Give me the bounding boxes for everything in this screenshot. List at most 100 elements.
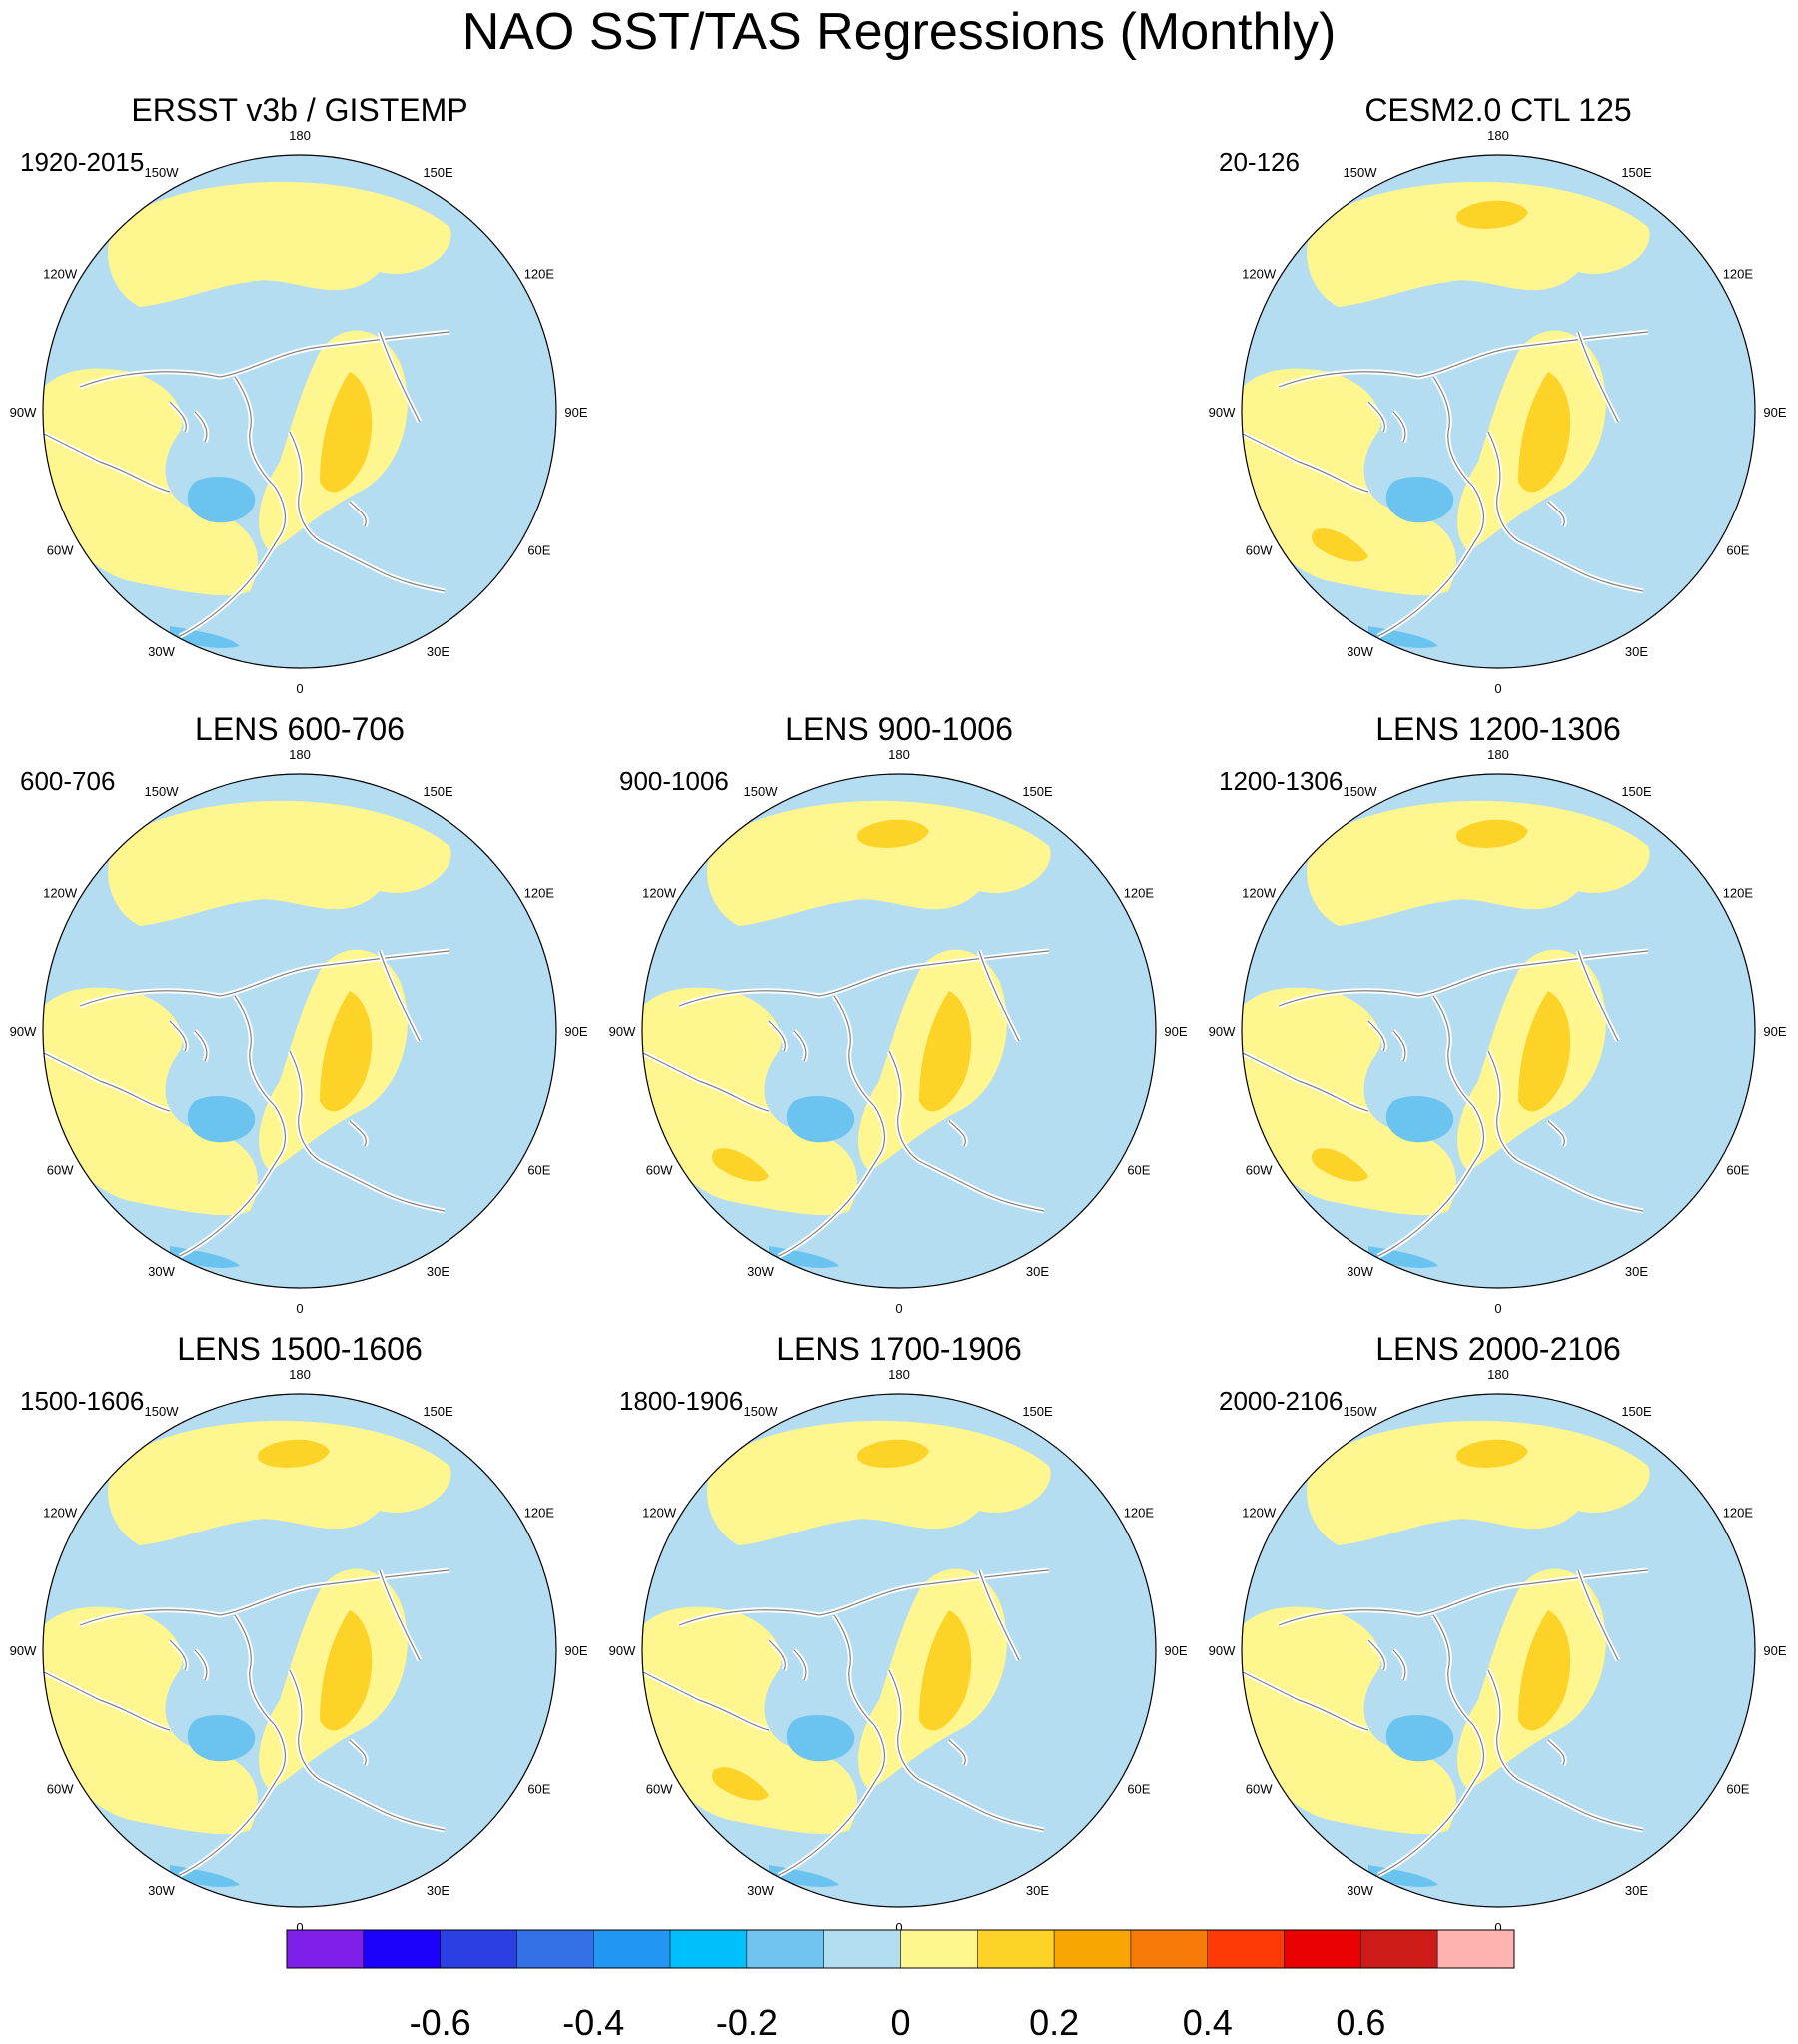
longitude-label: 30W	[1347, 644, 1373, 659]
coastline	[379, 331, 421, 423]
polar-stereographic-map: 180 150E 120E 90E 60E 30E 0 30W 60W 90W 120W 150W	[1209, 128, 1787, 696]
coastline	[1577, 950, 1619, 1042]
positive-anomaly-region	[320, 1610, 373, 1731]
longitude-label: 120W	[1242, 1506, 1277, 1521]
longitude-label: 120W	[642, 886, 677, 901]
coastline	[1517, 1779, 1644, 1831]
coastline	[642, 1050, 770, 1112]
longitude-label: 150W	[145, 1404, 180, 1419]
positive-anomaly-region	[1518, 991, 1571, 1112]
longitude-label: 150W	[145, 165, 180, 180]
positive-anomaly-region	[1312, 528, 1368, 562]
positive-anomaly-region	[258, 1439, 330, 1468]
map-field	[43, 1394, 556, 1907]
longitude-label: 60W	[1246, 1163, 1273, 1178]
longitude-label: 0	[1494, 1301, 1501, 1316]
longitude-label: 90E	[1763, 405, 1786, 420]
polar-stereographic-map: 180 150E 120E 90E 60E 30E 0 30W 60W 90W 120W 150W	[1209, 747, 1787, 1316]
negative-anomaly-region	[1402, 988, 1481, 1081]
positive-anomaly-region	[108, 800, 451, 926]
map-boundary	[641, 1393, 1157, 1908]
colorbar-tick-label: -0.6	[409, 2002, 471, 2043]
positive-anomaly-region	[1456, 819, 1528, 848]
positive-anomaly-region	[1456, 1439, 1528, 1468]
map-boundary	[641, 773, 1157, 1289]
positive-anomaly-region	[857, 1439, 929, 1468]
colorbar-tick-label: -0.2	[715, 2002, 778, 2043]
map-panel-lens-900: LENS 900-1006 900-1006 180 150E 120E 90E 60E…	[609, 711, 1188, 1321]
longitude-label: 30W	[747, 1264, 774, 1279]
longitude-label: 150W	[744, 784, 779, 799]
panel-title: LENS 1200-1306	[1375, 711, 1621, 747]
longitude-label: 180	[1487, 128, 1509, 143]
map-boundary	[42, 773, 557, 1289]
map-field	[1242, 1394, 1755, 1907]
negative-anomaly-region	[1385, 1715, 1454, 1762]
coastline	[234, 376, 276, 488]
longitude-label: 30W	[148, 1264, 175, 1279]
coastline	[1377, 486, 1485, 637]
coastline	[43, 1669, 171, 1731]
longitude-label: 90W	[609, 1024, 636, 1039]
coastline	[1487, 1669, 1519, 1781]
panel-title: LENS 1700-1906	[776, 1331, 1022, 1367]
longitude-label: 180	[289, 747, 311, 762]
panel-period: 1200-1306	[1219, 766, 1344, 796]
longitude-label: 30E	[427, 1883, 450, 1898]
negative-anomaly-region	[786, 1096, 855, 1143]
positive-anomaly-region	[108, 1420, 451, 1545]
positive-anomaly-region	[320, 372, 373, 493]
colorbar-tick-label: 0.4	[1182, 2002, 1233, 2043]
coastline	[179, 486, 287, 637]
colorbar-tick-label: 0	[890, 2002, 911, 2043]
longitude-label: 90E	[564, 405, 587, 420]
coastline	[1377, 1105, 1485, 1257]
longitude-label: 120E	[1723, 1506, 1754, 1521]
longitude-label: 60W	[47, 543, 74, 558]
longitude-label: 30E	[1026, 1883, 1049, 1898]
polar-stereographic-map: 180 150E 120E 90E 60E 30E 0 30W 60W 90W 120W 150W	[10, 128, 588, 696]
longitude-label: 150E	[1621, 165, 1652, 180]
coastline	[349, 1739, 367, 1766]
longitude-label: 30E	[427, 644, 450, 659]
negative-anomaly-region	[803, 988, 882, 1081]
longitude-label: 150E	[423, 1404, 453, 1419]
coastline	[319, 1779, 446, 1831]
longitude-label: 120W	[43, 1506, 78, 1521]
coastline	[1432, 995, 1474, 1107]
positive-anomaly-region	[919, 1610, 972, 1731]
longitude-label: 150W	[1344, 165, 1378, 180]
coastline	[978, 1569, 1020, 1661]
longitude-label: 60E	[527, 1782, 550, 1797]
longitude-label: 60E	[1726, 543, 1749, 558]
coastline	[1432, 1614, 1474, 1726]
coastline	[379, 1569, 421, 1661]
coastline	[234, 1614, 276, 1726]
coastline	[319, 1160, 446, 1212]
coastline	[289, 1669, 321, 1781]
longitude-label: 120E	[524, 267, 555, 282]
coastline	[1547, 1120, 1565, 1147]
positive-anomaly-region	[320, 991, 373, 1112]
colorbar-tick-label: 0.2	[1029, 2002, 1080, 2043]
longitude-label: 90W	[1209, 405, 1236, 420]
negative-anomaly-region	[1402, 1607, 1481, 1700]
longitude-label: 180	[888, 1367, 910, 1382]
coastline	[1487, 431, 1519, 542]
negative-anomaly-region	[204, 369, 283, 462]
positive-anomaly-region	[1518, 372, 1571, 493]
map-field	[43, 774, 556, 1288]
polar-stereographic-map: 180 150E 120E 90E 60E 30E 0 30W 60W 90W 120W 150W	[609, 1367, 1188, 1935]
longitude-label: 120W	[43, 886, 78, 901]
coastline	[918, 1160, 1045, 1212]
longitude-label: 30E	[1625, 644, 1648, 659]
coastline	[833, 1614, 875, 1726]
longitude-label: 0	[895, 1301, 902, 1316]
polar-stereographic-map: 180 150E 120E 90E 60E 30E 0 30W 60W 90W 120W 150W	[609, 747, 1188, 1316]
coastline	[179, 1105, 287, 1257]
longitude-label: 30E	[1625, 1883, 1648, 1898]
coastline	[289, 431, 321, 542]
longitude-label: 90E	[564, 1643, 587, 1658]
panel-period: 20-126	[1219, 147, 1300, 177]
coastline	[1517, 1160, 1644, 1212]
